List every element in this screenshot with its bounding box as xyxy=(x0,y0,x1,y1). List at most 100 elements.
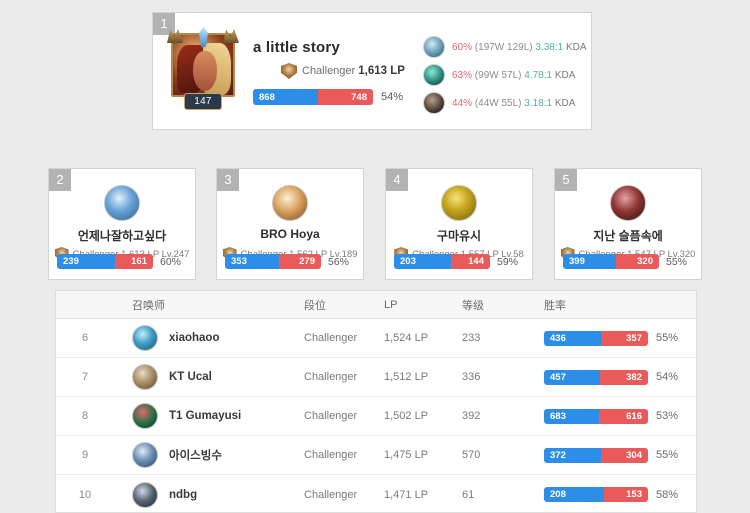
row-rank: 10 xyxy=(78,488,92,501)
tier-line: Challenger 1,613 LP xyxy=(253,63,417,79)
row-summoner[interactable]: ndbg xyxy=(114,481,304,508)
summoner-name[interactable]: 언제나잘하고싶다 xyxy=(77,229,167,243)
summoner-name: T1 Gumayusi xyxy=(169,410,242,422)
summoner-icon xyxy=(132,442,158,468)
champion-stat-text: 63% (99W 57L) 4.78:1 KDA xyxy=(452,70,575,81)
win-segment: 683 xyxy=(544,408,600,424)
header-summoner[interactable]: 召唤师 xyxy=(132,299,165,312)
row-lp: 1,475 LP xyxy=(384,449,429,461)
row-winrate: 683 616 53% xyxy=(540,408,696,424)
champion-winrate: 44% xyxy=(452,97,473,109)
winrate-percent: 58% xyxy=(656,488,679,501)
winloss-row: 868 748 54% xyxy=(253,89,417,105)
tier-name: Challenger xyxy=(302,65,356,77)
champion-stat-row[interactable]: 44% (44W 55L) 3.18:1 KDA xyxy=(423,89,587,117)
row-tier: Challenger xyxy=(304,488,358,501)
champion-kda: 3.38:1 xyxy=(535,41,564,53)
summoner-icon xyxy=(132,364,158,390)
header-tier[interactable]: 段位 xyxy=(304,299,326,312)
champion-winrate: 60% xyxy=(452,41,473,53)
loss-segment: 304 xyxy=(601,447,648,463)
winloss-bar: 436 357 xyxy=(544,330,648,346)
champion-icon xyxy=(423,64,445,86)
summoner-icon[interactable] xyxy=(104,185,140,221)
winrate-percent: 56% xyxy=(328,255,350,268)
summoner-level-badge: 147 xyxy=(184,93,222,110)
rank-badge: 3 xyxy=(217,169,239,191)
row-level: 336 xyxy=(462,371,481,383)
rank-badge: 2 xyxy=(49,169,71,191)
win-segment: 457 xyxy=(544,369,601,385)
summoner-icon[interactable] xyxy=(610,185,646,221)
champion-kda: 3.18:1 xyxy=(524,97,553,109)
summoner-portrait[interactable]: 147 xyxy=(167,27,239,110)
winrate-percent: 53% xyxy=(656,410,679,422)
winloss-bar: 399 320 xyxy=(563,254,659,269)
champion-record: (99W 57L) xyxy=(474,69,522,81)
champion-icon xyxy=(423,36,445,58)
champion-stat-row[interactable]: 60% (197W 129L) 3.38:1 KDA xyxy=(423,33,587,61)
summoner-name: KT Ucal xyxy=(169,371,212,383)
champion-record: (44W 55L) xyxy=(474,97,522,109)
champion-stat-text: 44% (44W 55L) 3.18:1 KDA xyxy=(452,98,575,109)
loss-segment: 382 xyxy=(600,369,648,385)
summoner-name[interactable]: 구마유시 xyxy=(436,229,482,243)
champion-stats-list: 60% (197W 129L) 3.38:1 KDA 63% (99W 57L)… xyxy=(417,27,587,117)
win-segment: 353 xyxy=(225,254,279,269)
leaderboard-table: 召唤师 段位 LP 等级 胜率 6 xiaohaoo Challenger 1,… xyxy=(55,290,697,513)
winloss-bar: 683 616 xyxy=(544,408,648,424)
champion-record: (197W 129L) xyxy=(474,41,533,53)
champion-kda-label: KDA xyxy=(565,41,587,53)
summoner-icon xyxy=(132,325,158,351)
header-winrate[interactable]: 胜率 xyxy=(544,299,566,312)
rank-3-card[interactable]: 3 BRO Hoya Challenger 1,562 LP Lv.189 35… xyxy=(216,168,364,280)
champion-stat-row[interactable]: 63% (99W 57L) 4.78:1 KDA xyxy=(423,61,587,89)
winloss-row: 239 161 60% xyxy=(57,254,187,269)
row-winrate: 457 382 54% xyxy=(540,369,696,385)
header-level[interactable]: 等级 xyxy=(462,299,484,312)
winloss-bar: 203 144 xyxy=(394,254,490,269)
winloss-row: 353 279 56% xyxy=(225,254,355,269)
summoner-icon[interactable] xyxy=(272,185,308,221)
rank-1-card[interactable]: 1 147 a little story Challenger xyxy=(152,12,592,130)
table-row[interactable]: 6 xiaohaoo Challenger 1,524 LP 233 436 3… xyxy=(56,319,696,358)
row-lp: 1,471 LP xyxy=(384,488,429,501)
champion-kda: 4.78:1 xyxy=(524,69,553,81)
win-segment: 372 xyxy=(544,447,602,463)
table-row[interactable]: 10 ndbg Challenger 1,471 LP 61 208 153 5… xyxy=(56,475,696,513)
table-row[interactable]: 7 KT Ucal Challenger 1,512 LP 336 457 38… xyxy=(56,358,696,397)
champion-winrate: 63% xyxy=(452,69,473,81)
row-winrate: 436 357 55% xyxy=(540,330,696,346)
summoner-name[interactable]: BRO Hoya xyxy=(260,227,320,241)
rank-2-card[interactable]: 2 언제나잘하고싶다 Challenger 1,613 LP Lv.247 23… xyxy=(48,168,196,280)
row-summoner[interactable]: xiaohaoo xyxy=(114,325,304,351)
header-lp[interactable]: LP xyxy=(384,298,398,311)
tier-text: Challenger 1,613 LP xyxy=(302,65,405,77)
row-summoner[interactable]: KT Ucal xyxy=(114,364,304,390)
table-row[interactable]: 8 T1 Gumayusi Challenger 1,502 LP 392 68… xyxy=(56,397,696,436)
winloss-bar: 239 161 xyxy=(57,254,153,269)
summoner-name[interactable]: 지난 슬픔속에 xyxy=(593,229,663,243)
summoner-name[interactable]: a little story xyxy=(253,39,340,56)
row-rank: 9 xyxy=(81,449,89,461)
row-summoner[interactable]: 아이스빙수 xyxy=(114,442,304,468)
rank-4-card[interactable]: 4 구마유시 Challenger 1,557 LP Lv.58 203 144… xyxy=(385,168,533,280)
loss-segment: 357 xyxy=(601,330,648,346)
table-row[interactable]: 9 아이스빙수 Challenger 1,475 LP 570 372 304 … xyxy=(56,436,696,475)
winrate-percent: 55% xyxy=(656,332,679,344)
winrate-percent: 55% xyxy=(656,449,679,461)
winrate-percent: 55% xyxy=(666,255,688,268)
loss-segment: 320 xyxy=(615,254,659,269)
loss-segment: 161 xyxy=(114,254,153,269)
win-segment: 436 xyxy=(544,330,602,346)
winrate-percent: 54% xyxy=(381,91,404,103)
win-segment: 203 xyxy=(394,254,451,269)
tier-lp: 1,613 LP xyxy=(358,65,405,77)
row-lp: 1,524 LP xyxy=(384,332,429,344)
winloss-bar: 353 279 xyxy=(225,254,321,269)
rank-5-card[interactable]: 5 지난 슬픔속에 Challenger 1,547 LP Lv.320 399… xyxy=(554,168,702,280)
summoner-icon[interactable] xyxy=(441,185,477,221)
row-summoner[interactable]: T1 Gumayusi xyxy=(114,403,304,429)
portrait-art-center xyxy=(193,51,217,91)
